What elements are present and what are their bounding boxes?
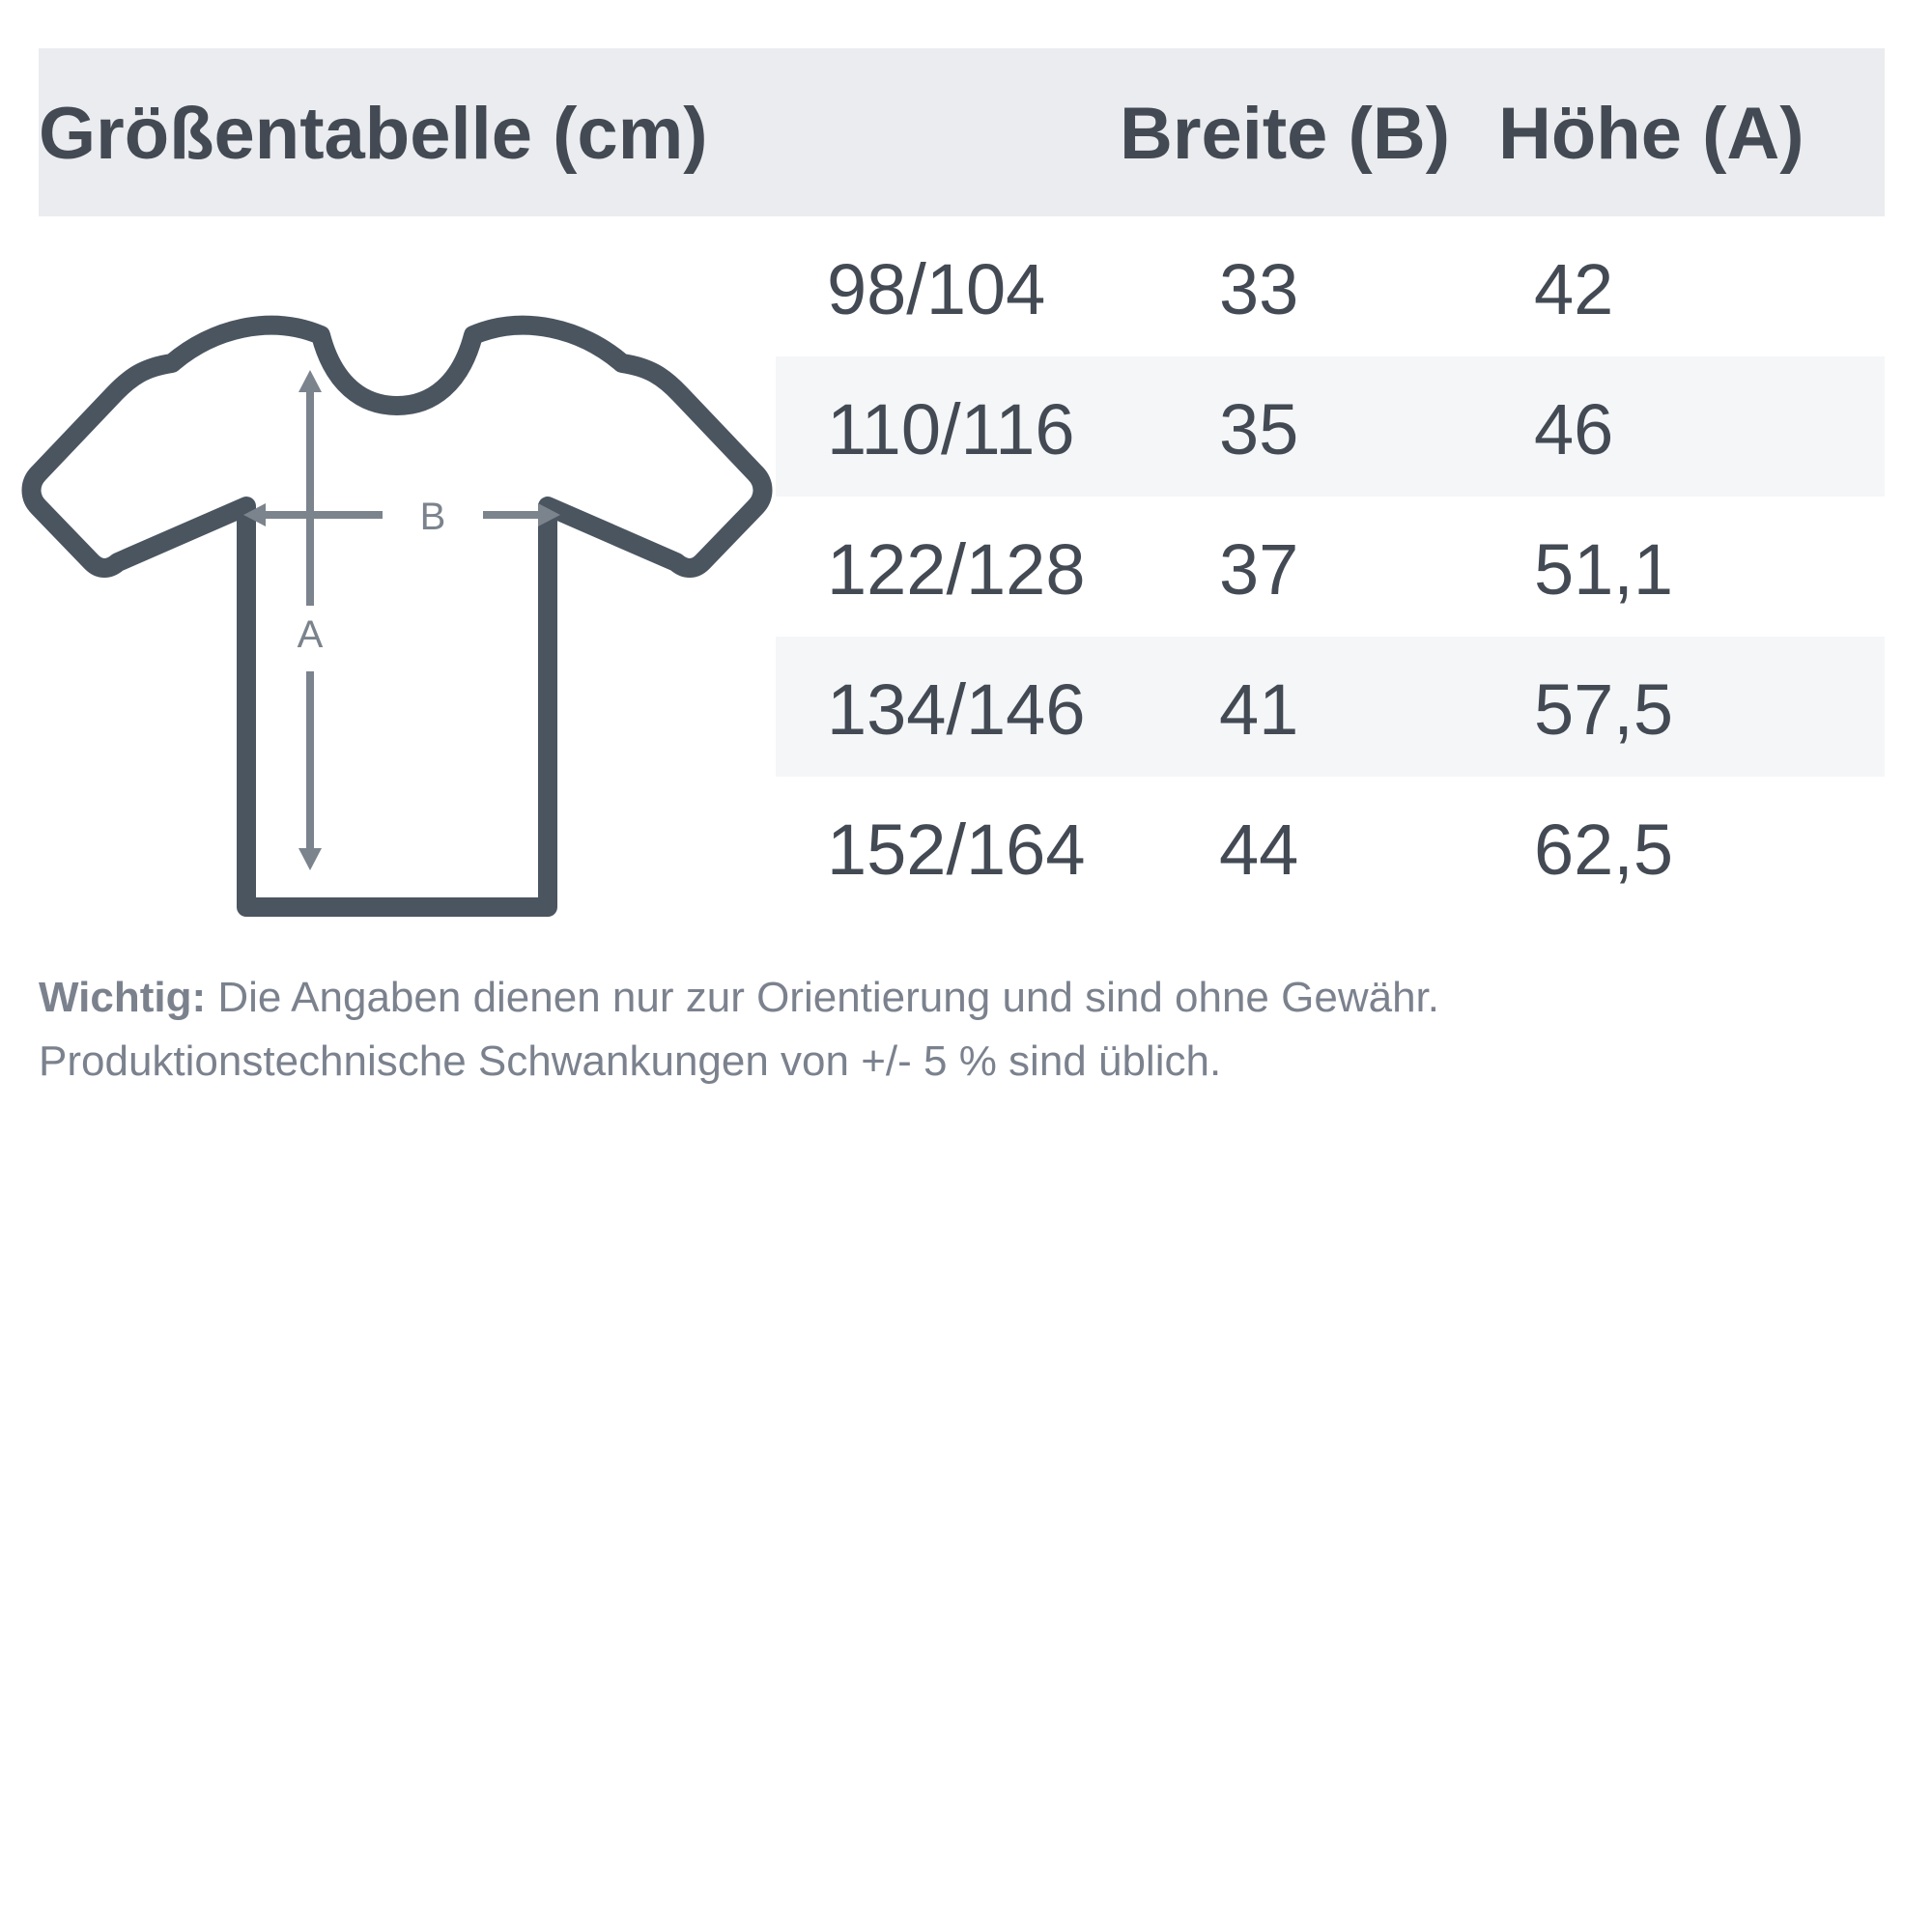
svg-text:A: A: [298, 613, 324, 656]
svg-text:B: B: [420, 496, 446, 538]
